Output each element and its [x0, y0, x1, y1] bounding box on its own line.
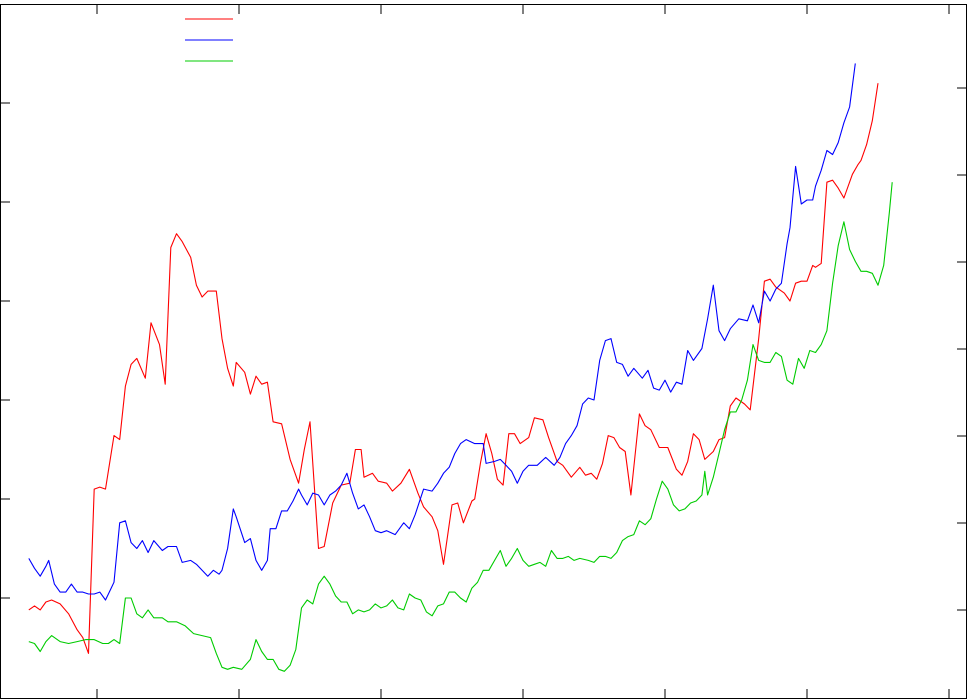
series-line-3 — [28, 182, 893, 672]
plot-frame — [0, 4, 967, 699]
axis-ticks — [1, 5, 966, 698]
series-lines — [28, 63, 893, 672]
legend — [185, 18, 233, 62]
series-line-2 — [28, 63, 856, 601]
series-line-1 — [28, 83, 879, 654]
